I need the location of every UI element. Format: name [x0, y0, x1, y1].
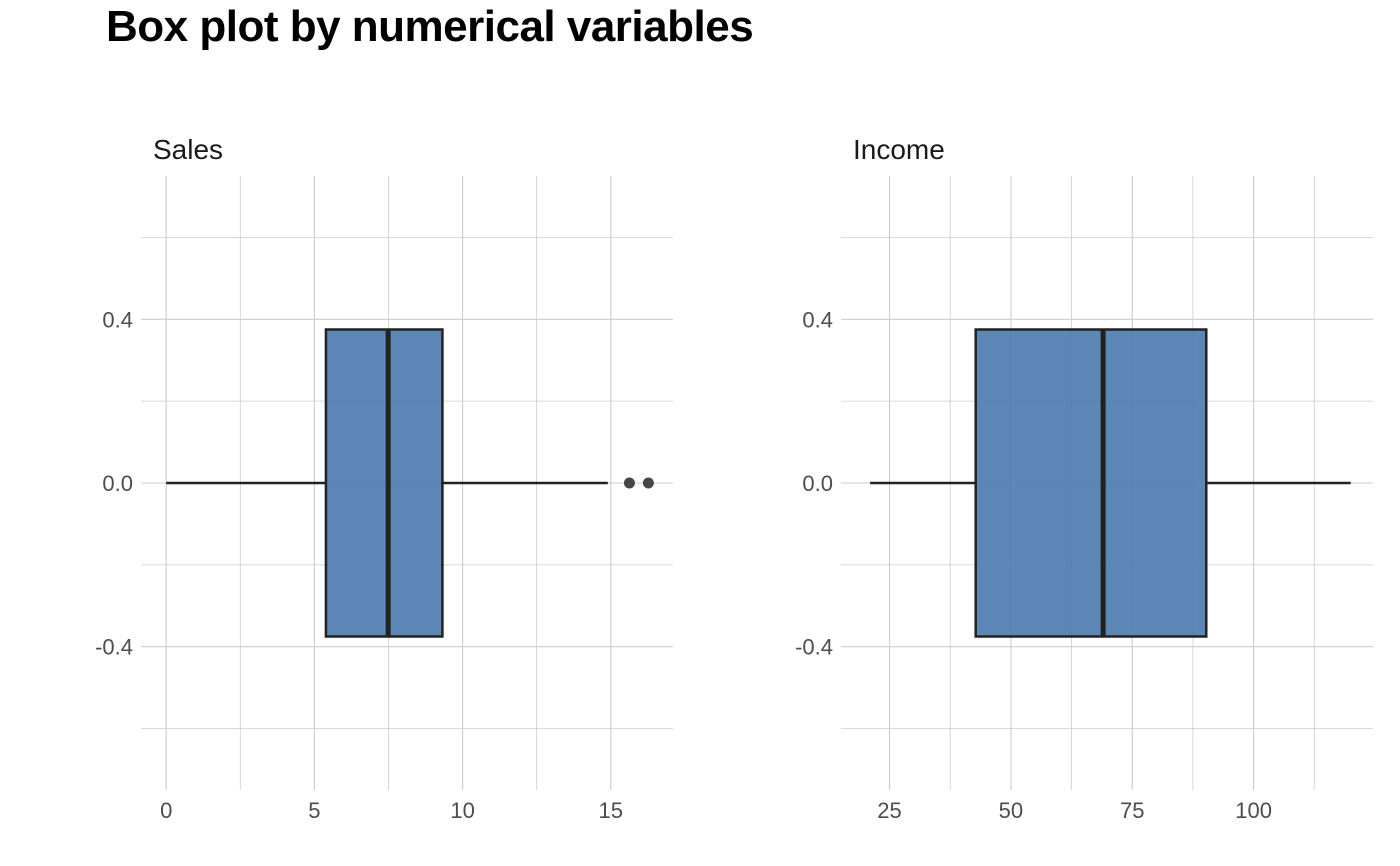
y-tick-label: 0.4: [102, 307, 133, 332]
x-tick-label: 10: [450, 798, 474, 823]
sales-outlier-point: [642, 477, 654, 489]
x-tick-label: 100: [1235, 798, 1272, 823]
y-tick-label: -0.4: [795, 635, 833, 660]
x-tick-label: 25: [877, 798, 901, 823]
y-tick-label: 0.0: [102, 471, 133, 496]
income-panel: 25 50 75 100 0.4 0.0 -0.4 Income: [795, 134, 1373, 823]
y-tick-label: -0.4: [95, 635, 133, 660]
x-tick-label: 75: [1120, 798, 1144, 823]
income-box: [974, 328, 1208, 638]
y-tick-label: 0.4: [802, 307, 833, 332]
income-panel-title: Income: [853, 134, 945, 165]
chart-title: Box plot by numerical variables: [106, 2, 754, 51]
sales-outlier-point: [623, 477, 635, 489]
sales-panel-title: Sales: [153, 134, 223, 165]
x-tick-label: 0: [160, 798, 172, 823]
sales-panel: 0 5 10 15 0.4 0.0 -0.4 Sales: [95, 134, 673, 823]
y-tick-label: 0.0: [802, 471, 833, 496]
sales-box: [324, 328, 444, 638]
x-tick-label: 5: [308, 798, 320, 823]
x-tick-label: 15: [599, 798, 623, 823]
x-tick-label: 50: [999, 798, 1023, 823]
